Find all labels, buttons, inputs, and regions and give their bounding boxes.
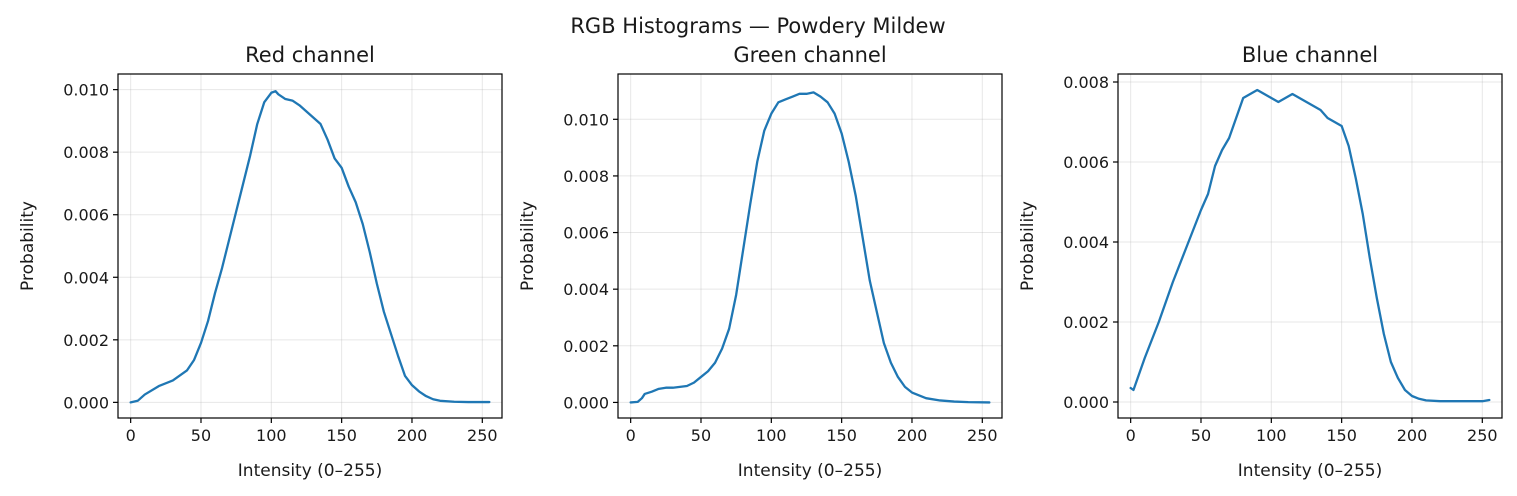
y-tick-label: 0.010 [63,81,109,100]
y-tick-label: 0.004 [563,280,609,299]
subplot-3: 0 50 100 150 200 250 0.000 0.002 0.004 0.006 0.008… [1018,43,1503,481]
figure-title: RGB Histograms — Powdery Mildew [570,14,945,38]
x-tick-label: 0 [126,426,136,445]
x-tick-label: 150 [826,426,857,445]
x-tick-label: 100 [756,426,787,445]
x-tick-label: 150 [1326,426,1357,445]
y-tick-label: 0.004 [63,268,109,287]
x-axis-label: Intensity (0–255) [738,461,882,481]
series-line [1129,88,1491,403]
y-tick-label: 0.000 [63,393,109,412]
x-tick-label: 0 [1126,426,1136,445]
y-tick-label: 0.000 [1063,393,1109,412]
y-tick-label: 0.008 [63,143,109,162]
subplot-panels: 0 50 100 150 200 250 0.000 0.002 0.004 0.006 0.008… [18,43,1503,481]
x-axis-label: Intensity (0–255) [238,461,382,481]
plot-frame [117,73,503,419]
x-tick-label: 100 [256,426,287,445]
y-axis-label: Probability [518,201,538,291]
x-axis-label: Intensity (0–255) [1238,461,1382,481]
series-line [129,90,491,404]
y-tick-label: 0.006 [563,224,609,243]
x-tick-label: 200 [897,426,928,445]
subplot-title: Blue channel [1242,43,1378,67]
y-tick-label: 0.008 [1063,73,1109,92]
plot-frame [1117,73,1503,419]
x-tick-label: 50 [1191,426,1211,445]
y-axis-label: Probability [18,201,38,291]
x-tick-label: 150 [326,426,357,445]
subplot-1: 0 50 100 150 200 250 0.000 0.002 0.004 0.006 0.008… [18,43,503,481]
x-tick-label: 100 [1256,426,1287,445]
x-tick-label: 200 [397,426,428,445]
y-tick-label: 0.006 [1063,153,1109,172]
y-tick-label: 0.002 [563,337,609,356]
subplot-2: 0 50 100 150 200 250 0.000 0.002 0.004 0.006 0.008… [518,43,1003,481]
series-line [629,91,991,404]
subplot-title: Red channel [245,43,375,67]
x-tick-label: 250 [967,426,998,445]
y-tick-label: 0.010 [563,110,609,129]
x-tick-label: 250 [1467,426,1498,445]
x-tick-label: 50 [691,426,711,445]
y-tick-label: 0.004 [1063,233,1109,252]
x-tick-label: 250 [467,426,498,445]
y-tick-label: 0.008 [563,167,609,186]
y-tick-label: 0.002 [1063,313,1109,332]
y-tick-label: 0.002 [63,331,109,350]
x-tick-label: 0 [626,426,636,445]
subplot-title: Green channel [733,43,886,67]
x-tick-label: 200 [1397,426,1428,445]
plot-frame [617,73,1003,419]
y-tick-label: 0.006 [63,206,109,225]
y-axis-label: Probability [1018,201,1038,291]
x-tick-label: 50 [191,426,211,445]
y-tick-label: 0.000 [563,393,609,412]
